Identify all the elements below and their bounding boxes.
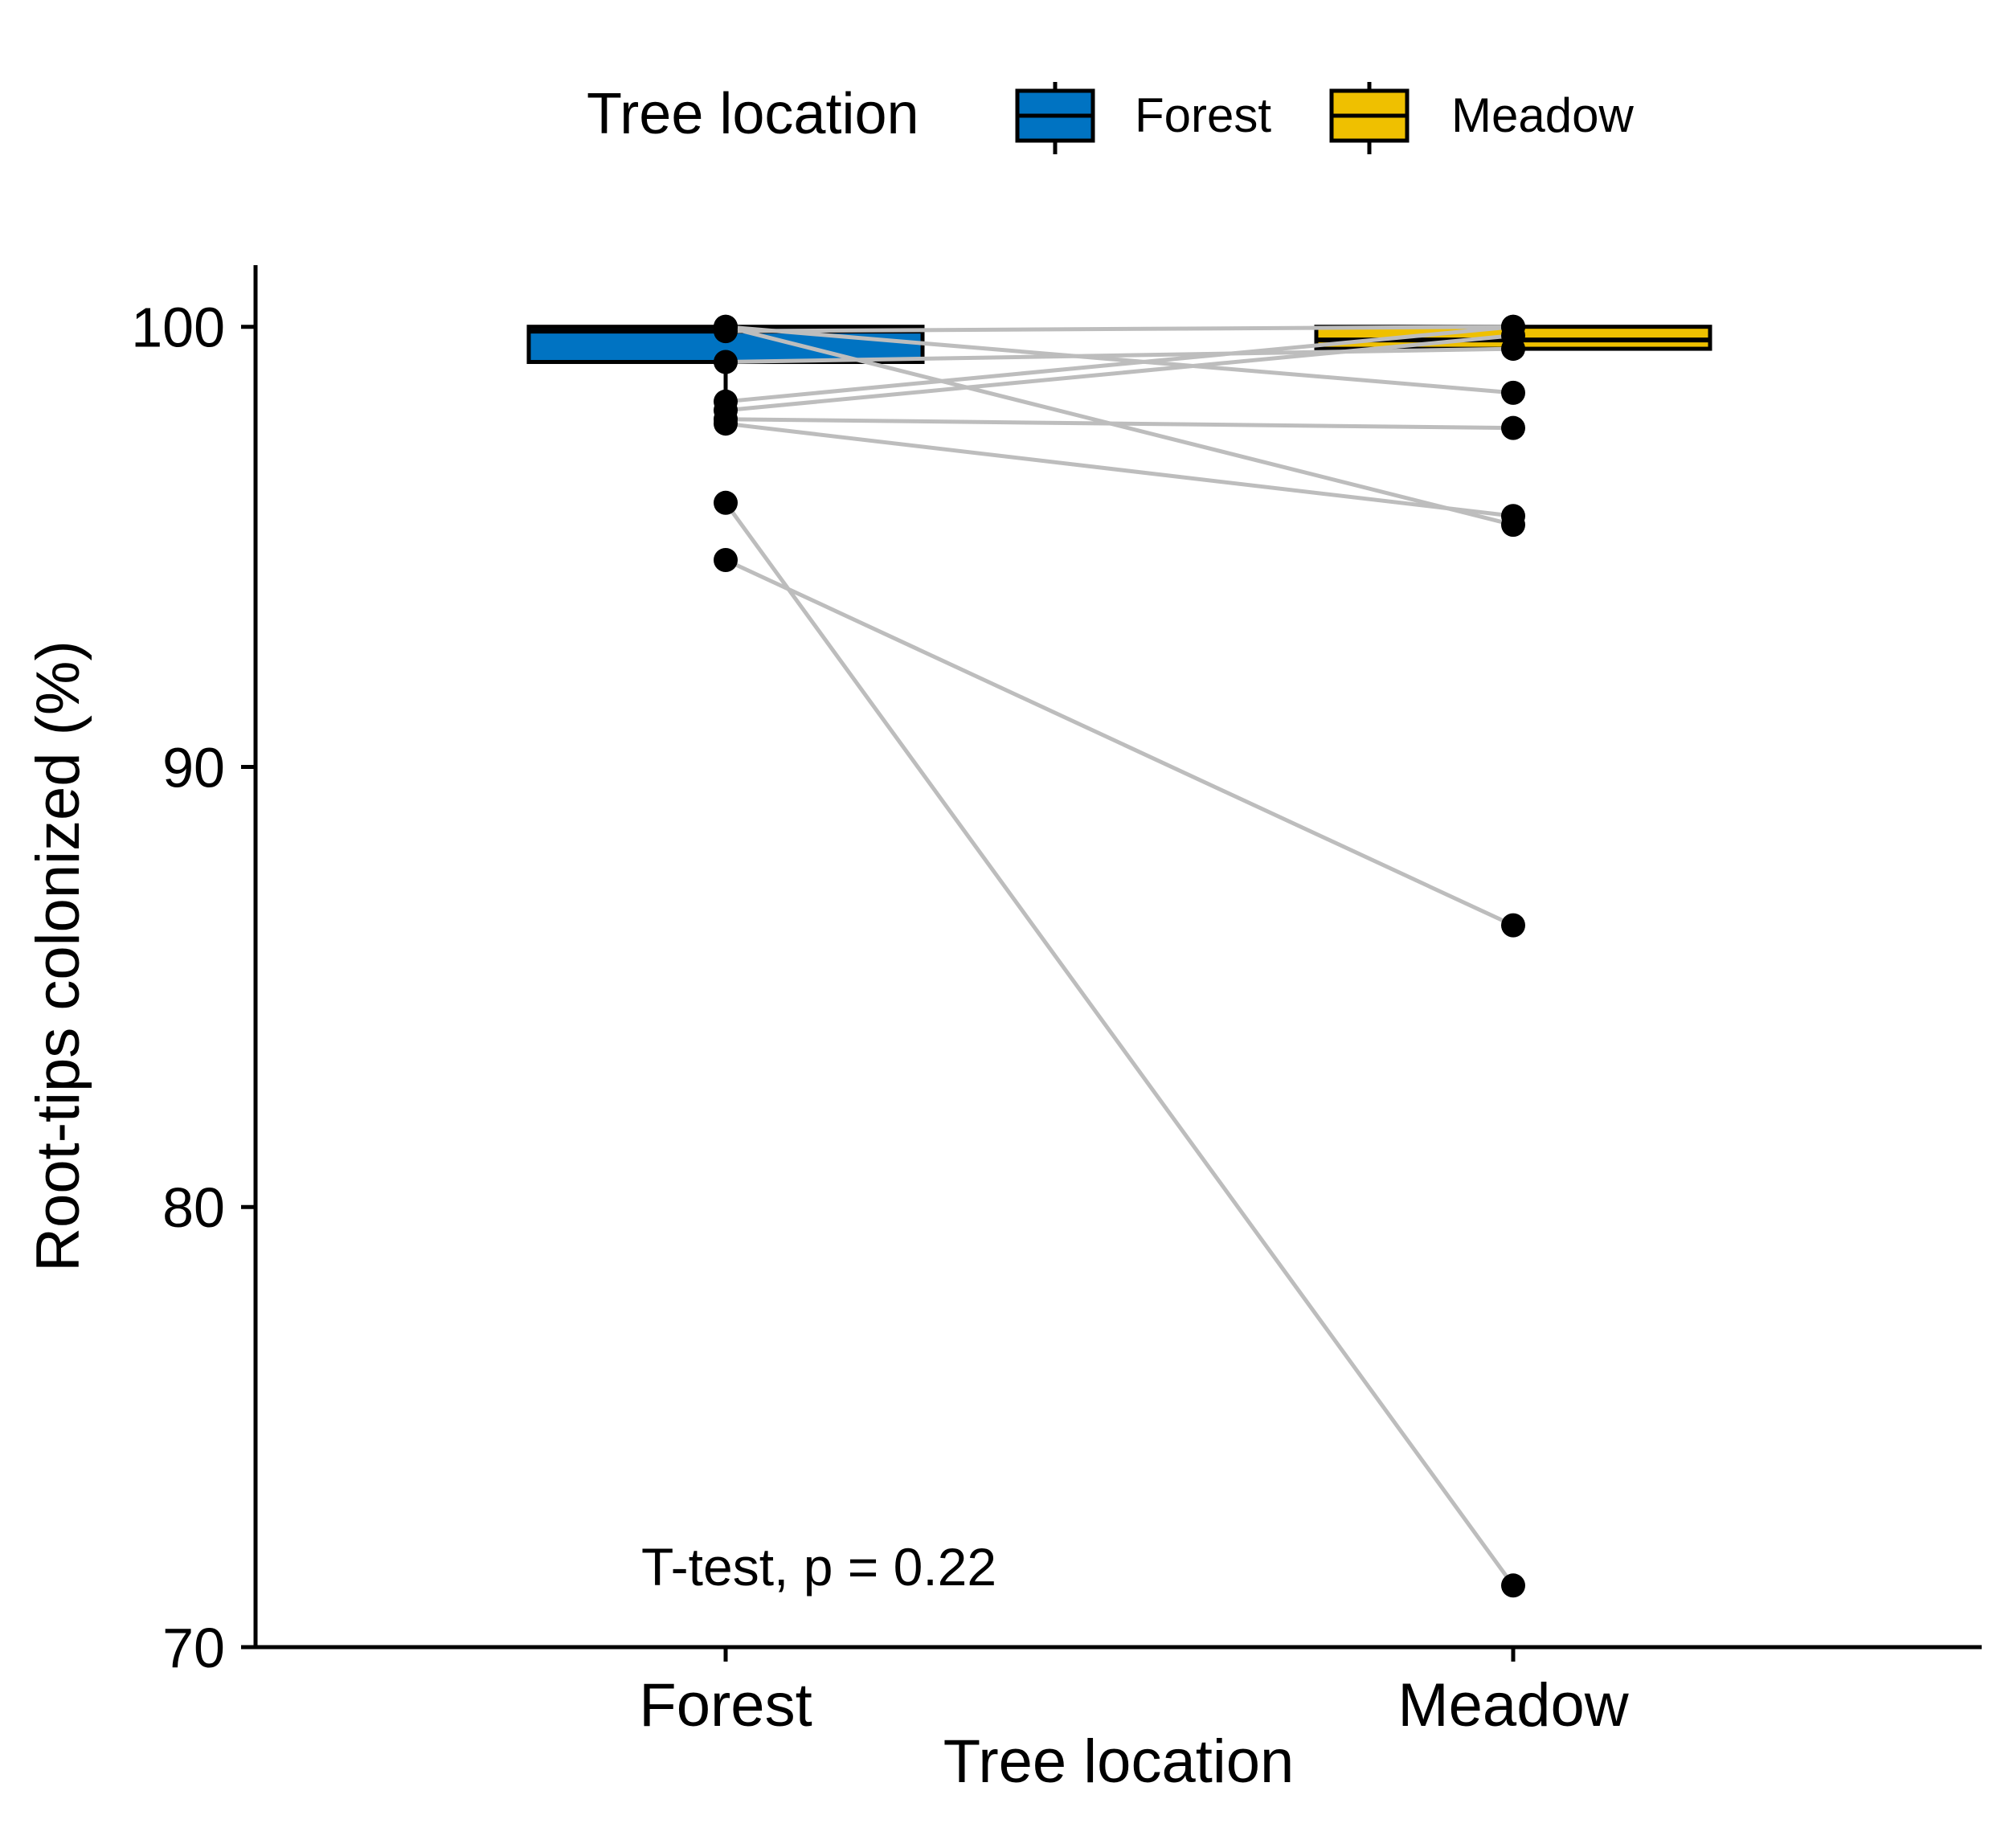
y-tick-label: 80 — [162, 1176, 225, 1239]
pair-line — [725, 417, 1514, 431]
point-meadow — [1501, 323, 1525, 348]
pair-line — [725, 325, 1514, 404]
point-meadow — [1501, 913, 1525, 938]
legend-label-meadow: Meadow — [1451, 88, 1634, 142]
point-forest — [714, 350, 738, 374]
point-meadow — [1501, 1573, 1525, 1598]
pair-lines — [723, 325, 1516, 1587]
pair-line — [725, 346, 1514, 365]
point-forest — [714, 490, 738, 515]
point-meadow — [1501, 415, 1525, 440]
point-meadow — [1501, 504, 1525, 529]
y-tick-label: 90 — [162, 736, 225, 799]
pair-line — [725, 325, 1514, 333]
x-axis-title: Tree location — [943, 1727, 1295, 1796]
legend: Tree location Forest Meadow — [587, 82, 1634, 154]
legend-title: Tree location — [587, 82, 919, 146]
y-tick-label: 70 — [162, 1617, 225, 1679]
pair-line — [725, 325, 1514, 395]
x-tick-label: Forest — [639, 1671, 812, 1740]
pair-line — [725, 333, 1514, 413]
boxes — [526, 325, 1712, 407]
legend-key-meadow — [1329, 82, 1410, 154]
y-axis-title: Root-tips colonized (%) — [24, 640, 92, 1272]
legend-label-forest: Forest — [1135, 88, 1271, 142]
t-test-annotation: T-test, p = 0.22 — [641, 1537, 996, 1597]
point-meadow — [1501, 380, 1525, 405]
data-points — [714, 314, 1525, 1598]
pair-line — [723, 501, 1516, 1587]
y-tick-label: 100 — [131, 296, 225, 359]
x-axis-ticks: Forest Meadow — [639, 1647, 1630, 1740]
point-forest — [714, 411, 738, 436]
pair-line — [724, 558, 1515, 927]
y-axis-ticks: 70 80 90 100 — [131, 296, 256, 1679]
point-forest — [714, 319, 738, 344]
legend-key-forest — [1015, 82, 1095, 154]
pair-line — [725, 421, 1514, 518]
point-forest — [714, 548, 738, 573]
x-tick-label: Meadow — [1397, 1671, 1629, 1740]
